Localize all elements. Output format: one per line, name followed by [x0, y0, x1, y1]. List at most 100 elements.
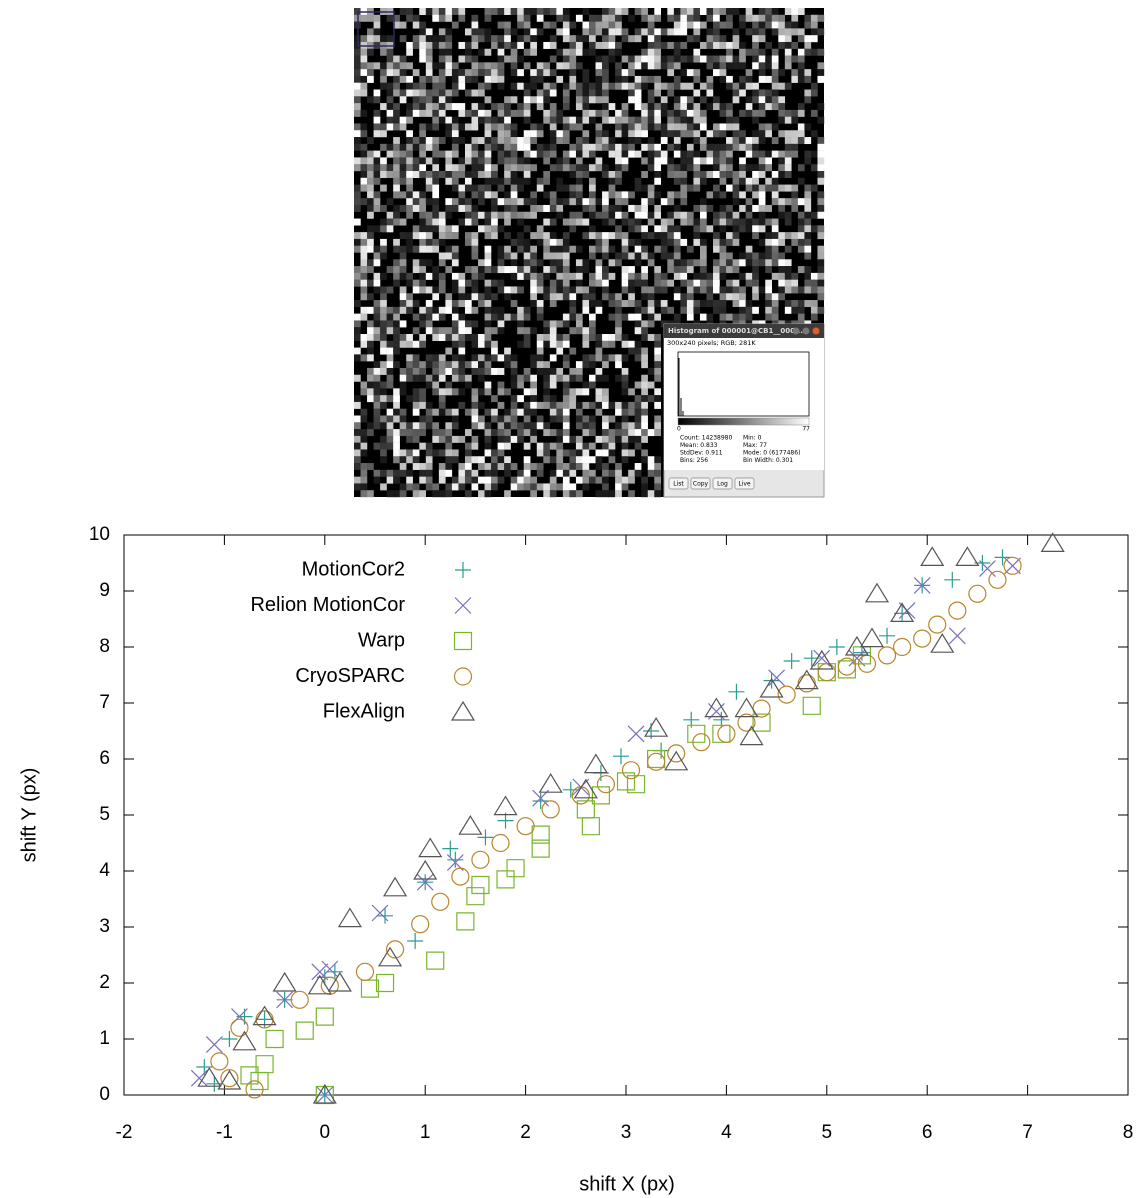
pixel [589, 293, 596, 301]
pixel [667, 109, 675, 117]
pixel [458, 123, 466, 131]
pixel [464, 232, 472, 240]
pixel [575, 41, 583, 49]
button-label[interactable]: List [673, 481, 684, 488]
pixel [530, 435, 537, 443]
pixel [458, 14, 466, 22]
pixel [673, 96, 681, 104]
point [371, 904, 389, 922]
pixel [386, 14, 394, 22]
pixel [549, 483, 557, 491]
pixel [386, 361, 394, 369]
pixel [484, 96, 492, 104]
pixel [517, 137, 524, 145]
pixel [451, 456, 459, 464]
pixel [484, 306, 492, 314]
pixel [412, 483, 420, 491]
pixel [438, 306, 446, 314]
button-label[interactable]: Log [717, 481, 728, 488]
pixel [549, 429, 557, 437]
close-button[interactable] [812, 327, 820, 335]
pixel [771, 62, 779, 70]
pixel [641, 306, 648, 314]
pixel [615, 116, 622, 124]
pixel [765, 8, 772, 15]
pixel [451, 143, 459, 151]
pixel [504, 347, 511, 355]
pixel [491, 449, 498, 457]
pixel [778, 109, 786, 117]
pixel [478, 300, 485, 308]
pixel [543, 191, 551, 199]
pixel [778, 252, 786, 260]
pixel [517, 211, 524, 219]
pixel [510, 198, 518, 206]
button-label[interactable]: Live [738, 481, 751, 488]
pixel [673, 252, 681, 260]
pixel [758, 218, 766, 226]
button[interactable] [690, 477, 711, 490]
pixel [438, 48, 446, 56]
pixel [504, 41, 511, 49]
pixel [523, 177, 531, 185]
minimize-button[interactable] [792, 327, 800, 335]
pixel [569, 41, 577, 49]
pixel [654, 116, 662, 124]
pixel [556, 109, 564, 117]
button[interactable] [712, 477, 733, 490]
pixel [478, 62, 485, 70]
pixel [719, 150, 727, 158]
pixel [484, 442, 492, 450]
pixel [471, 75, 479, 83]
pixel [680, 28, 688, 36]
legend-label: FlexAlign [323, 700, 405, 722]
pixel [484, 48, 492, 56]
pixel [517, 177, 524, 185]
pixel [634, 395, 642, 403]
pixel [641, 14, 648, 22]
pixel [739, 293, 746, 301]
pixel [641, 354, 648, 362]
pixel [641, 109, 648, 117]
pixel [393, 469, 400, 477]
pixel [536, 28, 544, 36]
pixel [478, 259, 485, 267]
pixel [445, 103, 453, 111]
pixel [771, 21, 779, 29]
button[interactable] [668, 477, 689, 490]
pixel [425, 415, 433, 423]
pixel [425, 41, 433, 49]
pixel [575, 476, 583, 484]
button-label[interactable]: Copy [693, 481, 709, 488]
pixel [654, 41, 662, 49]
pixel [719, 35, 727, 43]
pixel [464, 198, 472, 206]
pixel [504, 137, 511, 145]
pixel [647, 89, 655, 97]
pixel [582, 103, 590, 111]
maximize-button[interactable] [802, 327, 810, 335]
pixel [680, 109, 688, 117]
pixel [713, 62, 720, 70]
pixel [589, 272, 596, 280]
pixel [484, 143, 492, 151]
pixel [582, 300, 590, 308]
pixel [354, 204, 361, 212]
pixel [575, 171, 583, 178]
pixel [686, 184, 694, 192]
pixel [425, 62, 433, 70]
pixel [797, 137, 805, 145]
pixel [621, 388, 629, 396]
pixel [432, 103, 440, 111]
point [272, 971, 297, 992]
pixel [373, 21, 381, 29]
pixel [393, 476, 400, 484]
pixel [354, 476, 361, 484]
pixel [569, 82, 577, 90]
pixel [758, 286, 766, 294]
pixel [628, 388, 635, 396]
button[interactable] [734, 477, 755, 490]
pixel [504, 55, 511, 63]
pixel [713, 272, 720, 280]
pixel [602, 130, 609, 138]
